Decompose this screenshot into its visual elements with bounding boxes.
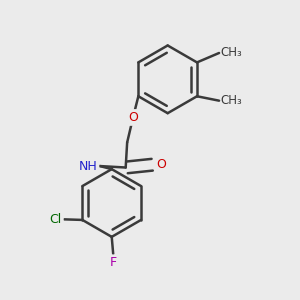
- Text: CH₃: CH₃: [221, 94, 243, 107]
- Text: O: O: [157, 158, 166, 171]
- Text: O: O: [128, 111, 138, 124]
- Text: NH: NH: [79, 160, 98, 172]
- Text: F: F: [110, 256, 117, 269]
- Text: CH₃: CH₃: [221, 46, 243, 59]
- Text: Cl: Cl: [50, 213, 62, 226]
